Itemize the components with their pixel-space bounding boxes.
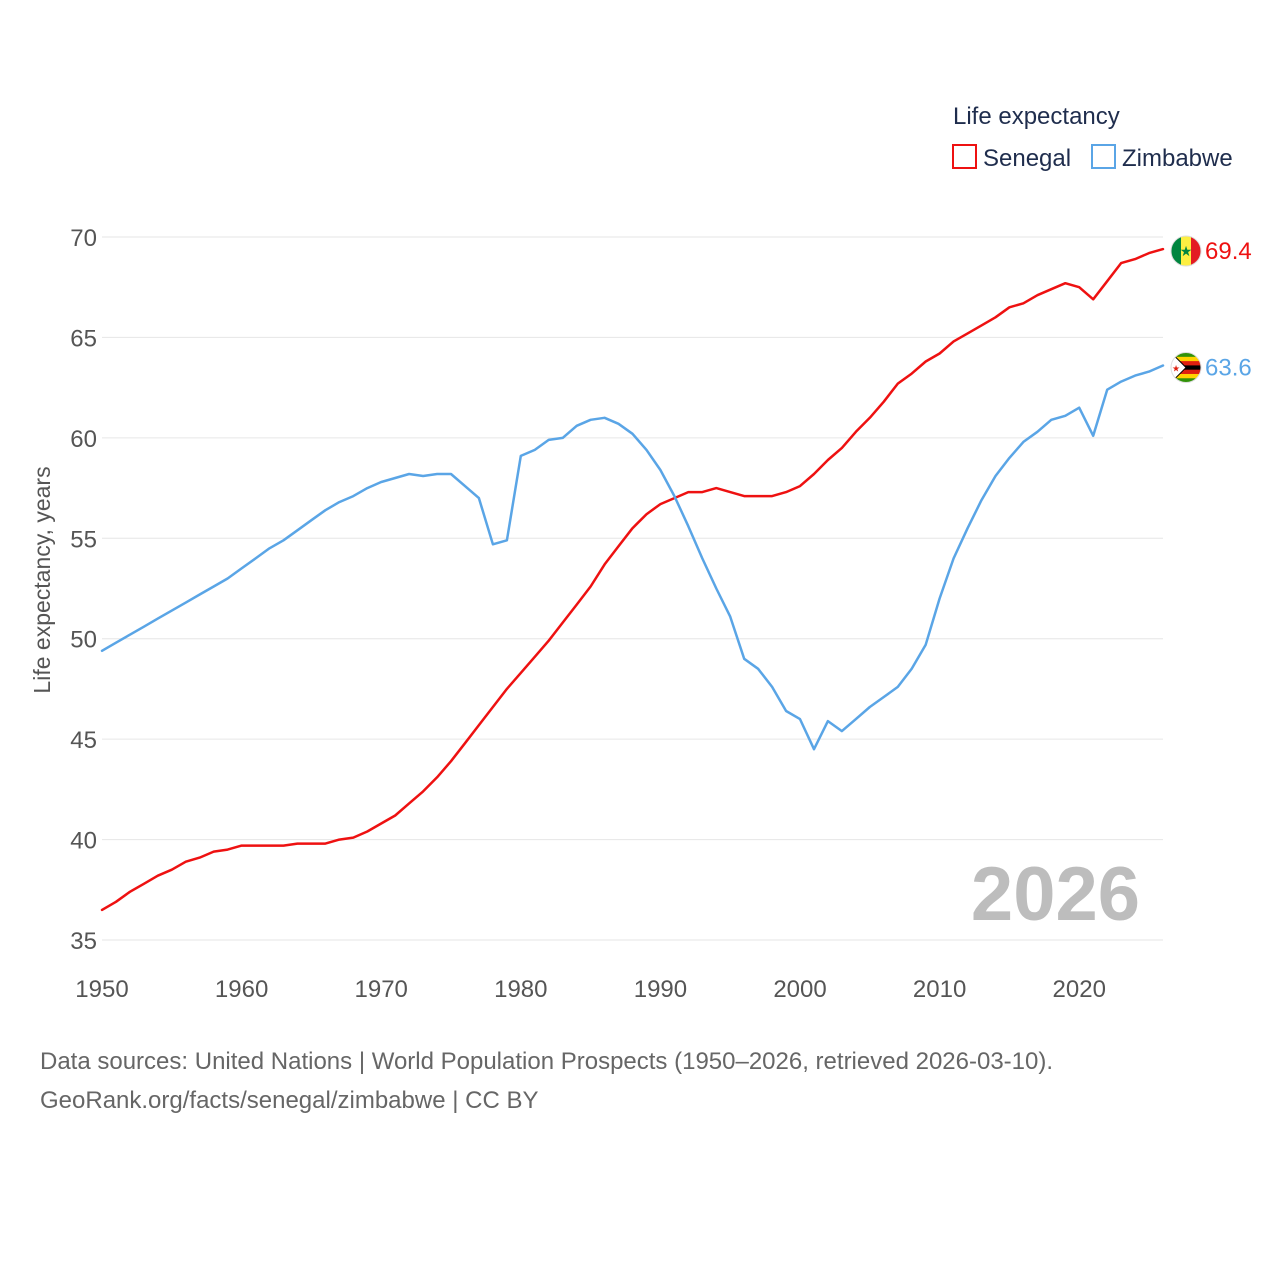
y-tick-label: 40	[70, 828, 97, 855]
y-tick-label: 70	[70, 225, 97, 252]
end-value-label-zimbabwe: 63.6	[1205, 355, 1252, 382]
gridlines	[102, 236, 1163, 941]
legend-swatch-zimbabwe[interactable]	[1091, 144, 1116, 169]
legend-label-senegal[interactable]: Senegal	[983, 145, 1071, 172]
y-axis-title: Life expectancy, years	[29, 466, 55, 693]
y-tick-label: 50	[70, 627, 97, 654]
credit-link[interactable]: GeoRank.org/facts/senegal/zimbabwe | CC …	[40, 1087, 538, 1114]
x-axis-ticks: 1950 1960 1970 1980 1990 2000 2010 2020	[75, 976, 1106, 1003]
svg-text:★: ★	[1180, 243, 1193, 259]
y-tick-label: 65	[70, 325, 97, 352]
y-tick-label: 55	[70, 526, 97, 553]
year-label: 2026	[971, 852, 1140, 937]
x-tick-label: 2020	[1053, 976, 1106, 1003]
y-axis-ticks: 35 40 45 50 55 60 65 70	[70, 225, 97, 955]
x-tick-label: 1970	[355, 976, 408, 1003]
series-line-senegal[interactable]	[100, 247, 1165, 912]
x-tick-label: 1980	[494, 976, 547, 1003]
x-tick-label: 1990	[634, 976, 687, 1003]
legend-label-zimbabwe[interactable]: Zimbabwe	[1122, 145, 1233, 172]
zimbabwe-flag-icon: ★	[1171, 352, 1201, 383]
y-tick-label: 45	[70, 727, 97, 754]
svg-text:★: ★	[1172, 364, 1180, 374]
y-tick-label: 60	[70, 426, 97, 453]
legend-swatch-senegal[interactable]	[952, 144, 977, 169]
series-end-markers: ★ 69.4 ★ 63.6	[1170, 235, 1252, 384]
legend: Life expectancy Senegal Zimbabwe	[952, 103, 1233, 172]
end-value-label-senegal: 69.4	[1205, 238, 1252, 265]
x-tick-label: 1960	[215, 976, 268, 1003]
x-tick-label: 2000	[773, 976, 826, 1003]
x-tick-label: 2010	[913, 976, 966, 1003]
data-source-text: Data sources: United Nations | World Pop…	[40, 1048, 1053, 1075]
legend-title: Life expectancy	[953, 103, 1120, 130]
x-tick-label: 1950	[75, 976, 128, 1003]
series-line-zimbabwe[interactable]	[100, 364, 1165, 751]
y-tick-label: 35	[70, 928, 97, 955]
senegal-flag-icon: ★	[1171, 236, 1201, 267]
series-lines	[100, 247, 1165, 912]
